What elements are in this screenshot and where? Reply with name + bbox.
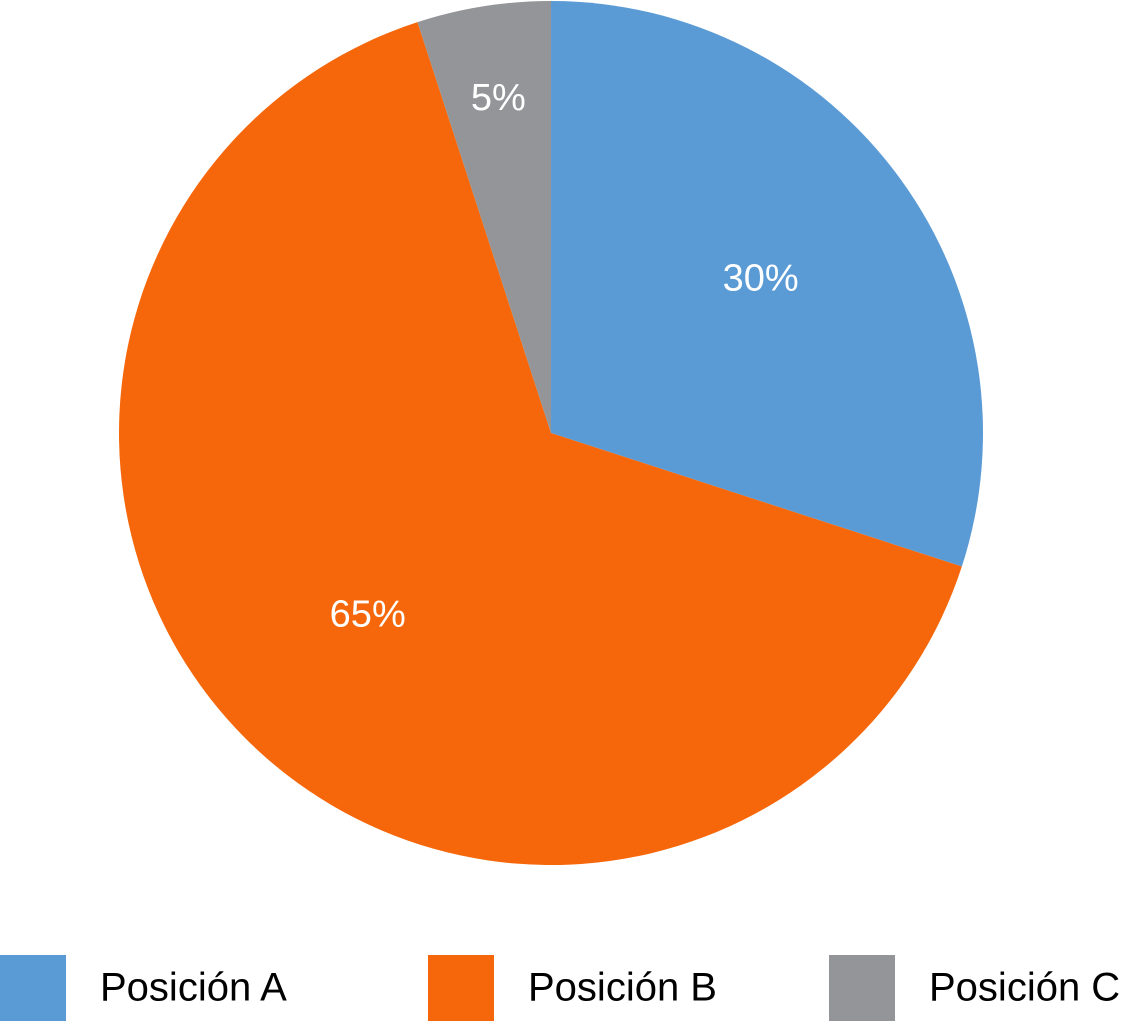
- slice-label: 5%: [471, 77, 526, 119]
- pie-slice: [119, 22, 962, 866]
- legend-text: Posición C: [929, 966, 1120, 1010]
- slice-label: 65%: [330, 593, 406, 635]
- pie-slice: [417, 1, 551, 433]
- legend-swatch: [428, 955, 494, 1021]
- pie-slice: [551, 1, 984, 567]
- legend-text: Posición A: [100, 966, 287, 1010]
- legend-text: Posición B: [528, 966, 717, 1010]
- slice-label: 30%: [723, 258, 799, 300]
- legend-swatch: [0, 955, 66, 1021]
- legend-swatch: [829, 955, 895, 1021]
